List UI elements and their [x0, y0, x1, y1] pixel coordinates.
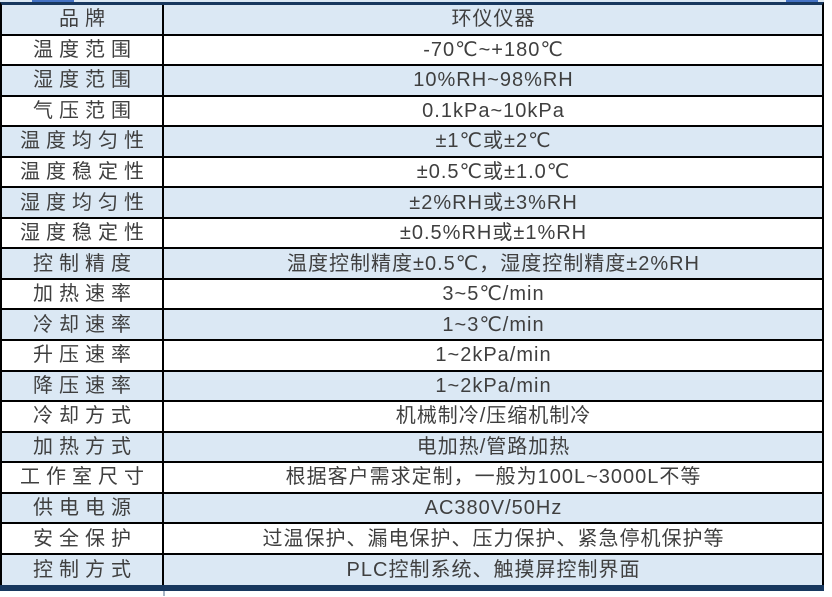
spec-label-cell: 升压速率: [2, 341, 164, 370]
table-row: 冷却方式 机械制冷/压缩机制冷: [2, 402, 822, 433]
spec-value-cell: ±0.5%RH或±1%RH: [399, 222, 588, 245]
spec-value-cell: 温度控制精度±0.5℃，湿度控制精度±2%RH: [286, 252, 700, 275]
table-bottom-border: [0, 585, 824, 592]
spec-value-cell: 机械制冷/压缩机制冷: [395, 405, 592, 428]
table-row: 加热速率 3~5℃/min: [2, 279, 822, 311]
table-row: 湿度范围 10%RH~98%RH: [2, 66, 822, 97]
table-row: 升压速率 1~2kPa/min: [2, 341, 822, 372]
spec-label-cell: 温度范围: [2, 35, 164, 65]
spec-label-cell: 加热方式: [2, 432, 164, 462]
table-row: 降压速率 1~2kPa/min: [2, 371, 822, 403]
spec-value-cell: ±1℃或±2℃: [435, 130, 552, 153]
cropped-top-edge-fragment: [786, 0, 818, 2]
spec-value-cell: 10%RH~98%RH: [413, 69, 574, 92]
spec-value-cell: ±0.5℃或±1.0℃: [416, 161, 571, 183]
spec-value-cell: 1~2kPa/min: [435, 344, 552, 367]
table-row: 温度稳定性 ±0.5℃或±1.0℃: [2, 157, 822, 189]
spec-label-cell: 冷却方式: [2, 402, 164, 431]
spec-value-cell: ±2%RH或±3%RH: [409, 191, 578, 214]
spec-value-cell: 1~2kPa/min: [435, 374, 552, 397]
table-row: 控制方式 PLC控制系统、触摸屏控制界面: [2, 554, 822, 586]
spec-label-cell: 控制方式: [2, 554, 164, 586]
column-divider-line: [163, 591, 165, 597]
table-row: 供电电源 AC380V/50Hz: [2, 493, 822, 525]
table-row: 安全保护 过温保护、漏电保护、压力保护、紧急停机保护等: [2, 524, 822, 555]
table-row: 工作室尺寸 根据客户需求定制，一般为100L~3000L不等: [2, 463, 822, 494]
spec-label-cell: 供电电源: [2, 493, 164, 523]
cropped-top-edge-fragment: [32, 0, 74, 2]
spec-label-cell: 湿度均匀性: [2, 188, 164, 217]
spec-label-cell: 加热速率: [2, 279, 164, 309]
spec-label-cell: 温度均匀性: [2, 127, 164, 156]
spec-label-cell: 气压范围: [2, 96, 164, 126]
spec-value-cell: 过温保护、漏电保护、压力保护、紧急停机保护等: [262, 527, 725, 550]
table-row: 湿度稳定性 ±0.5%RH或±1%RH: [2, 218, 822, 250]
spec-label-cell: 湿度稳定性: [2, 218, 164, 248]
spec-value-cell: AC380V/50Hz: [424, 497, 563, 520]
spec-table: 品牌 环仪仪器 温度范围 -70℃~+180℃ 湿度范围 10%RH~98%RH…: [0, 2, 824, 586]
table-row: 气压范围 0.1kPa~10kPa: [2, 96, 822, 128]
table-row: 加热方式 电加热/管路加热: [2, 432, 822, 464]
table-row: 温度范围 -70℃~+180℃: [2, 35, 822, 67]
table-row: 湿度均匀性 ±2%RH或±3%RH: [2, 188, 822, 219]
cropped-top-edge: [0, 0, 824, 2]
spec-label-cell: 工作室尺寸: [2, 463, 164, 492]
spec-value-cell: 1~3℃/min: [442, 313, 545, 336]
cropped-next-row: [0, 591, 824, 597]
spec-label-cell: 品牌: [2, 5, 164, 34]
spec-value-cell: PLC控制系统、触摸屏控制界面: [346, 559, 641, 582]
table-row: 温度均匀性 ±1℃或±2℃: [2, 127, 822, 158]
table-row: 品牌 环仪仪器: [2, 5, 822, 36]
table-row: 控制精度 温度控制精度±0.5℃，湿度控制精度±2%RH: [2, 249, 822, 280]
spec-value-cell: 电加热/管路加热: [416, 435, 571, 458]
spec-label-cell: 冷却速率: [2, 310, 164, 340]
spec-label-cell: 降压速率: [2, 371, 164, 401]
spec-label-cell: 控制精度: [2, 249, 164, 278]
spec-label-cell: 安全保护: [2, 524, 164, 553]
spec-label-cell: 温度稳定性: [2, 157, 164, 187]
spec-value-cell: 0.1kPa~10kPa: [422, 99, 565, 122]
spec-value-cell: 3~5℃/min: [442, 283, 545, 306]
table-row: 冷却速率 1~3℃/min: [2, 310, 822, 342]
spec-value-cell: -70℃~+180℃: [423, 38, 564, 61]
spec-label-cell: 湿度范围: [2, 66, 164, 95]
spec-value-cell: 环仪仪器: [451, 8, 536, 31]
spec-value-cell: 根据客户需求定制，一般为100L~3000L不等: [285, 466, 702, 489]
